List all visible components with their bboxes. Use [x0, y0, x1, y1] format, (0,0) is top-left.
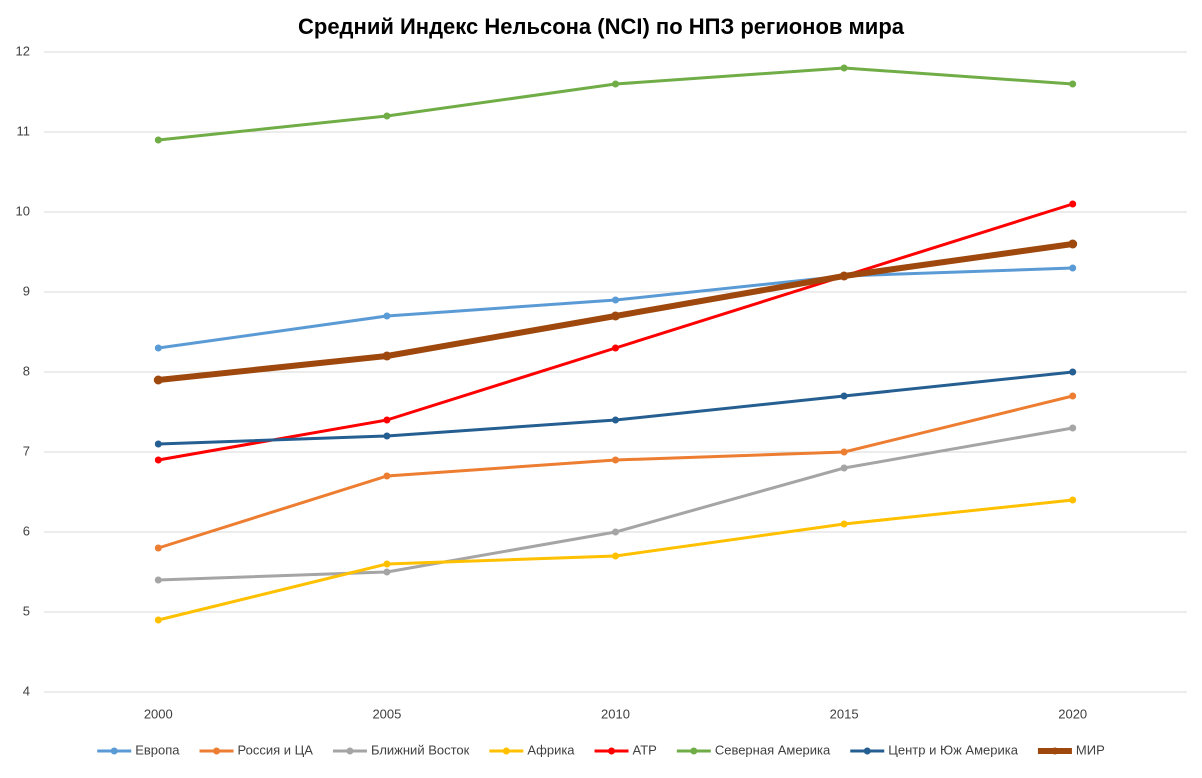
series-line: [156, 370, 1075, 446]
y-tick-label: 11: [17, 123, 31, 138]
data-point: [612, 344, 619, 352]
data-point: [612, 528, 619, 536]
data-point: [840, 448, 848, 456]
data-point: [383, 112, 391, 120]
legend-item: АТР: [594, 742, 657, 757]
legend-item: Африка: [489, 742, 575, 757]
legend-label: МИР: [1076, 742, 1105, 757]
data-point: [1069, 424, 1077, 432]
y-tick-label: 12: [16, 43, 30, 58]
legend-marker: [690, 747, 698, 755]
data-point: [840, 64, 848, 72]
data-point: [1069, 496, 1077, 504]
y-tick-label: 6: [23, 523, 30, 538]
data-point: [383, 432, 391, 440]
legend-marker: [863, 747, 871, 755]
data-point: [840, 392, 848, 400]
y-tick-label: 10: [16, 203, 30, 218]
y-tick-label: 9: [23, 283, 30, 298]
data-point: [154, 576, 162, 584]
data-point: [153, 375, 163, 385]
y-tick-label: 5: [23, 603, 30, 618]
data-point: [154, 344, 162, 352]
legend-label: Африка: [527, 742, 575, 757]
data-point: [612, 456, 619, 464]
data-point: [840, 520, 848, 528]
legend-marker: [1051, 747, 1059, 755]
series-line: [156, 498, 1075, 622]
data-point: [382, 351, 392, 361]
data-point: [611, 311, 620, 321]
legend-label: Россия и ЦА: [238, 742, 314, 757]
legend-item: Россия и ЦА: [199, 742, 314, 757]
data-point: [154, 616, 162, 624]
legend-marker: [502, 747, 510, 755]
legend-item: МИР: [1037, 742, 1105, 757]
legend-marker: [213, 747, 221, 755]
legend-item: Центр и Юж Америка: [850, 742, 1019, 757]
data-point: [1069, 392, 1077, 400]
data-point: [383, 416, 391, 424]
legend-item: Ближний Восток: [332, 742, 470, 757]
x-tick-label: 2005: [372, 706, 401, 721]
data-point: [1069, 200, 1077, 208]
legend-label: Центр и Юж Америка: [888, 742, 1018, 757]
data-point: [154, 440, 162, 448]
data-point: [1069, 80, 1077, 88]
x-tick-label: 2020: [1058, 706, 1087, 721]
data-point: [383, 560, 391, 568]
data-point: [1069, 264, 1077, 272]
y-tick-label: 8: [23, 363, 30, 378]
data-point: [383, 472, 391, 480]
legend-label: Европа: [135, 742, 180, 757]
series-line: [156, 266, 1075, 350]
data-point: [1069, 368, 1077, 376]
data-point: [612, 416, 619, 424]
y-tick-label: 7: [23, 443, 30, 458]
legend-marker: [110, 747, 118, 755]
legend-marker: [346, 747, 354, 755]
data-point: [154, 456, 162, 464]
data-point: [612, 80, 619, 88]
data-point: [383, 312, 391, 320]
legend-label: Северная Америка: [715, 742, 831, 757]
data-point: [383, 568, 391, 576]
data-point: [839, 271, 849, 281]
legend-label: Ближний Восток: [371, 742, 470, 757]
legend-item: Северная Америка: [676, 742, 831, 757]
data-point: [154, 136, 162, 144]
x-tick-label: 2000: [144, 706, 173, 721]
x-tick-label: 2010: [601, 706, 630, 721]
data-point: [1068, 239, 1078, 249]
y-tick-label: 4: [23, 683, 30, 698]
x-tick-label: 2015: [830, 706, 859, 721]
data-point: [840, 464, 848, 472]
chart-title: Средний Индекс Нельсона (NCI) по НПЗ рег…: [298, 14, 905, 39]
legend-item: Европа: [97, 742, 180, 757]
legend-label: АТР: [633, 742, 657, 757]
series-line: [156, 66, 1075, 142]
data-point: [612, 552, 619, 560]
legend-marker: [608, 747, 616, 755]
data-point: [154, 544, 162, 552]
data-point: [612, 296, 619, 304]
